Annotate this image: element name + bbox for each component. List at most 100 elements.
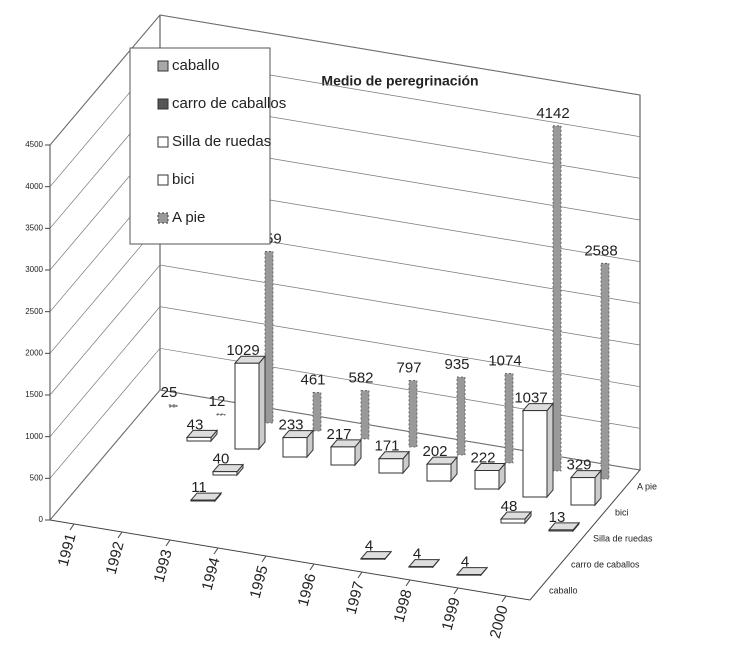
x-tick [501,595,507,603]
legend: caballo carro de caballos Silla de ruedas b… [129,47,286,245]
x-tick-label: 1994 [199,556,224,593]
x-tick-label: 1995 [247,564,272,601]
x-tick-label: 1996 [295,572,320,609]
bar [378,458,404,474]
x-tick [69,523,75,531]
bar [212,471,238,476]
bar [570,477,596,506]
value-label: 935 [444,356,469,373]
x-tick-label: 1992 [103,540,128,577]
y-tick-label: 4000 [25,182,43,191]
y-tick-label: 4500 [25,140,43,149]
y-tick-label: 1500 [25,390,43,399]
grid-line [49,306,641,437]
bar [312,392,322,432]
x-tick [357,571,363,579]
bar [190,499,216,502]
value-label: 11 [191,479,207,496]
grid-line [49,14,641,146]
value-label: 43 [187,416,204,433]
y-tick-label: 2500 [25,307,43,316]
x-tick-label: 1997 [343,580,368,617]
bar [548,529,574,532]
bar [474,470,500,490]
bar-side [258,354,266,451]
chart-title: Medio de peregrinación [321,73,478,89]
x-tick [309,563,315,571]
bar [408,380,418,448]
bar [426,463,452,482]
value-label: 4 [461,554,469,571]
x-tick [261,555,267,563]
value-label: 4142 [536,105,569,122]
value-label: 4 [413,546,421,563]
value-label: 1074 [488,352,521,369]
bar [330,446,356,466]
x-tick [453,587,459,595]
grid-line [49,389,641,521]
value-label: 40 [213,451,230,468]
value-label: 1029 [226,342,259,359]
depth-label: caballo [549,585,578,595]
x-tick [165,539,171,547]
value-label: 48 [501,498,518,515]
value-label: 797 [396,360,421,377]
value-label: 461 [300,372,325,389]
depth-label: bici [615,507,629,517]
x-tick-label: 1998 [391,588,416,625]
x-tick-label: 1993 [151,548,176,585]
legend-swatch [157,212,169,224]
value-label: 1037 [514,390,547,407]
x-tick [213,547,219,555]
depth-label: carro de caballos [571,559,640,569]
value-label: 12 [209,393,226,410]
value-label: 4 [365,538,373,555]
bar [522,410,548,498]
value-label: 222 [470,449,495,466]
grid-line [49,264,641,396]
bar [552,125,562,472]
bar [408,566,434,568]
legend-swatch [157,174,169,186]
bar [600,262,610,480]
y-tick-label: 3000 [25,265,43,274]
x-tick-label: 1991 [55,532,80,569]
y-tick-label: 500 [30,473,44,482]
value-label: 233 [278,417,303,434]
value-label: 582 [348,369,373,386]
y-tick-label: 2000 [25,348,43,357]
bar [456,574,482,576]
depth-label: Silla de ruedas [593,533,653,543]
x-tick [405,579,411,587]
y-tick-label: 1000 [25,432,43,441]
bar [282,437,308,458]
bar [360,390,370,440]
depth-label: A pie [637,481,657,491]
value-label: 2588 [584,242,617,259]
value-label: 171 [374,438,399,455]
bar [168,404,178,408]
legend-label: Silla de ruedas [172,133,271,150]
value-label: 202 [422,443,447,460]
y-tick-label: 0 [39,515,44,524]
bar [264,251,274,424]
legend-swatch [157,136,169,148]
grid-line [49,347,641,479]
x-tick-label: 2000 [487,604,512,641]
bar [186,436,212,442]
legend-box [129,47,271,245]
value-label: 25 [161,384,178,401]
legend-swatch [157,60,169,72]
bar-side [546,402,554,499]
bar [500,518,526,524]
legend-label: A pie [172,209,205,226]
value-label: 329 [566,457,591,474]
x-tick-label: 1999 [439,596,464,633]
legend-swatch [157,98,169,110]
legend-label: carro de caballos [172,95,286,112]
bar [234,362,260,450]
value-label: 217 [326,426,351,443]
bar [504,373,514,464]
y-tick-label: 3500 [25,223,43,232]
